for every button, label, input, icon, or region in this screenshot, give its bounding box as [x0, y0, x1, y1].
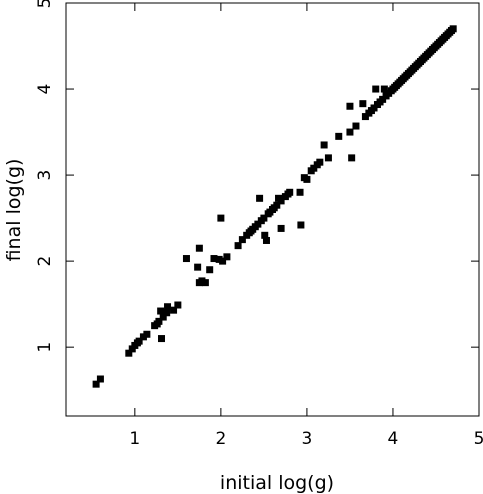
data-point — [234, 242, 242, 250]
data-point — [206, 266, 214, 274]
data-point — [159, 313, 167, 321]
data-point — [157, 307, 165, 315]
data-point — [273, 201, 281, 209]
data-point — [164, 303, 172, 311]
y-tick-label: 4 — [35, 84, 55, 95]
data-point — [316, 158, 324, 166]
data-point — [359, 100, 367, 108]
data-point — [256, 194, 264, 202]
x-tick-label: 3 — [302, 429, 313, 449]
data-point — [217, 214, 225, 222]
x-axis-ticks: 1 2 3 4 5 — [129, 3, 483, 449]
data-point — [163, 309, 171, 317]
data-point — [348, 154, 356, 162]
data-point — [210, 255, 218, 263]
data-point — [223, 253, 231, 261]
x-tick-label: 1 — [129, 429, 140, 449]
y-tick-label: 1 — [35, 342, 55, 353]
data-point — [261, 231, 269, 239]
data-point — [324, 154, 332, 162]
data-point — [320, 141, 328, 149]
y-tick-label: 3 — [35, 170, 55, 181]
data-point — [194, 263, 202, 271]
y-axis-title: final log(g) — [3, 159, 25, 262]
plot-frame — [65, 2, 480, 417]
data-point — [346, 128, 354, 136]
data-point — [449, 25, 457, 33]
data-point — [158, 335, 166, 343]
data-point — [238, 236, 246, 244]
y-axis-ticks: 1 2 3 4 5 — [35, 0, 479, 353]
data-point — [182, 255, 190, 263]
x-tick-label: 5 — [474, 429, 483, 449]
data-point — [125, 349, 133, 357]
data-point — [201, 279, 209, 287]
data-point — [277, 224, 285, 232]
data-point — [174, 301, 182, 309]
x-axis-title: initial log(g) — [220, 472, 334, 494]
y-tick-label: 2 — [35, 256, 55, 267]
y-tick-label: 5 — [35, 0, 55, 8]
data-point — [286, 188, 294, 196]
data-point — [297, 221, 305, 229]
data-point — [346, 102, 354, 110]
data-point — [380, 85, 388, 93]
x-tick-label: 4 — [388, 429, 399, 449]
data-point — [92, 380, 100, 388]
data-point — [135, 337, 143, 345]
data-point — [296, 188, 304, 196]
x-tick-label: 2 — [215, 429, 226, 449]
data-point — [260, 214, 268, 222]
data-points — [92, 25, 457, 388]
data-point — [219, 257, 227, 265]
data-point — [155, 317, 163, 325]
data-point — [96, 375, 104, 383]
data-point — [170, 306, 178, 314]
data-point — [195, 244, 203, 252]
data-point — [303, 175, 311, 183]
data-point — [262, 236, 270, 244]
data-point — [335, 132, 343, 140]
data-point — [352, 122, 360, 130]
data-point — [143, 330, 151, 338]
data-point — [372, 85, 380, 93]
data-point — [277, 197, 285, 205]
